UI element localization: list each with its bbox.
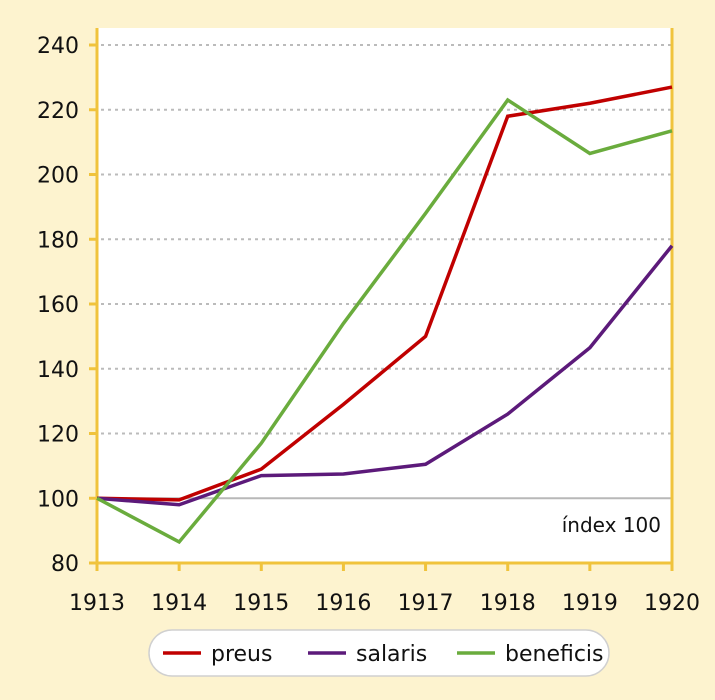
y-tick-label: 240 xyxy=(37,34,79,59)
plot-area xyxy=(97,28,672,563)
series-line-preus xyxy=(96,85,673,502)
index-annotation: índex 100 xyxy=(562,513,661,537)
x-tick-label: 1916 xyxy=(315,591,371,616)
legend: preus salaris beneficis xyxy=(148,629,610,677)
y-tick-label: 160 xyxy=(37,293,79,318)
y-tick-label: 140 xyxy=(37,358,79,383)
legend-label-beneficis: beneficis xyxy=(505,642,604,667)
x-tick-label: 1917 xyxy=(398,591,454,616)
x-ticks: 1913 1914 1915 1916 1917 1918 1919 1920 xyxy=(69,563,700,616)
y-tick-label: 220 xyxy=(37,99,79,124)
y-ticks: 80 100 120 140 160 180 200 220 240 xyxy=(37,34,97,577)
x-tick-label: 1920 xyxy=(644,591,700,616)
series-line-salaris xyxy=(96,244,674,507)
y-tick-label: 200 xyxy=(37,164,79,189)
series-lines xyxy=(96,85,674,545)
legend-label-salaris: salaris xyxy=(356,642,427,667)
x-tick-label: 1915 xyxy=(233,591,289,616)
series-line-beneficis xyxy=(96,97,673,545)
y-tick-label: 80 xyxy=(51,552,79,577)
axes xyxy=(95,28,674,565)
y-tick-label: 100 xyxy=(37,487,79,512)
x-tick-label: 1918 xyxy=(480,591,536,616)
x-tick-label: 1913 xyxy=(69,591,125,616)
legend-label-preus: preus xyxy=(211,642,272,667)
legend-box xyxy=(148,629,610,677)
y-tick-label: 120 xyxy=(37,423,79,448)
y-tick-label: 180 xyxy=(37,228,79,253)
x-tick-label: 1914 xyxy=(151,591,207,616)
x-tick-label: 1919 xyxy=(562,591,618,616)
